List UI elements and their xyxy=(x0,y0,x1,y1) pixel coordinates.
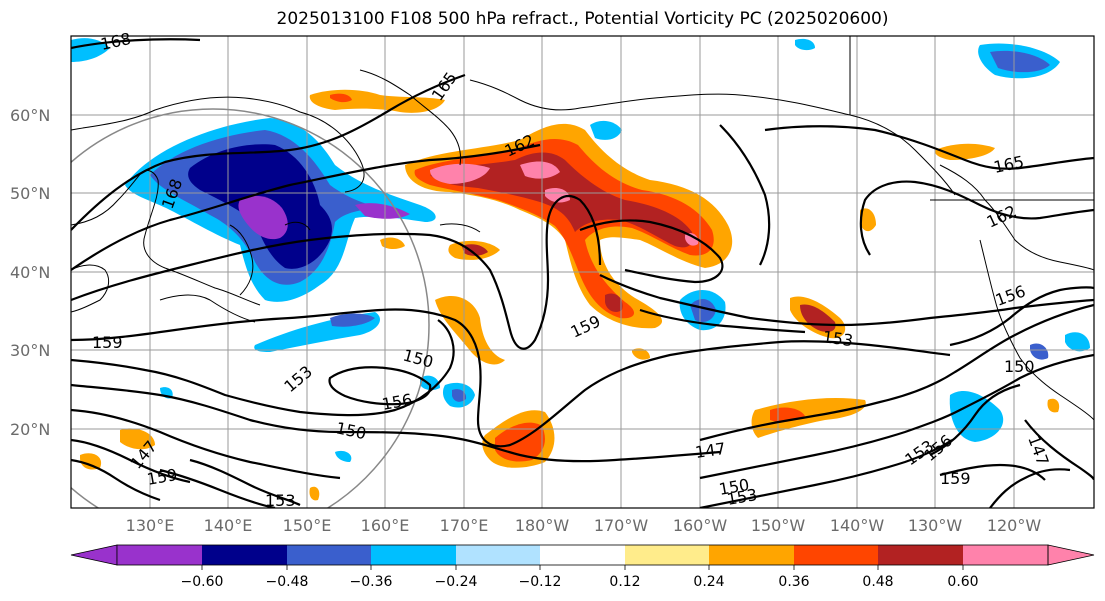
contour-label: 159 xyxy=(940,469,971,488)
lon-label: 150°W xyxy=(751,516,806,535)
colorbar-swatch xyxy=(540,545,625,565)
map-border xyxy=(70,35,1095,509)
colorbar-arrow-high xyxy=(1047,544,1095,566)
colorbar-tick-label: −0.36 xyxy=(350,574,393,590)
colorbar-swatch xyxy=(456,545,540,565)
colorbar-swatch xyxy=(878,545,963,565)
graticule xyxy=(71,36,1094,508)
colorbar-swatch xyxy=(625,545,709,565)
lon-label: 180°W xyxy=(515,516,570,535)
colorbar-tick-label: −0.60 xyxy=(181,574,224,590)
colorbar-tick-label: 0.24 xyxy=(693,574,724,590)
reference-circle xyxy=(71,108,430,508)
colorbar-swatch xyxy=(202,545,287,565)
colorbar-outline xyxy=(116,544,1049,566)
lon-label: 160°E xyxy=(361,516,410,535)
colorbar-arrow-low xyxy=(70,544,118,566)
lon-label: 170°W xyxy=(594,516,649,535)
colorbar-swatch xyxy=(287,545,371,565)
lat-label: 20°N xyxy=(10,420,50,439)
lon-label: 160°W xyxy=(673,516,728,535)
lon-label: 120°W xyxy=(987,516,1042,535)
colorbar-tick-label: −0.24 xyxy=(435,574,478,590)
contour-label: 153 xyxy=(821,327,854,350)
lat-label: 30°N xyxy=(10,341,50,360)
contour-label: 159 xyxy=(92,333,123,352)
colorbar-tick-label: 0.36 xyxy=(778,574,809,590)
height-contours xyxy=(71,38,1094,508)
lon-label: 170°E xyxy=(440,516,489,535)
contour-labels: 168 165 162 168 165 162 159 156 153 150 … xyxy=(92,29,1053,510)
lon-label: 130°E xyxy=(126,516,175,535)
lon-label: 140°E xyxy=(204,516,253,535)
colorbar-swatch xyxy=(963,545,1048,565)
lon-label: 150°E xyxy=(283,516,332,535)
contour-label: 147 xyxy=(694,439,727,462)
lon-label: 130°W xyxy=(908,516,963,535)
colorbar: −0.60 −0.48 −0.36 −0.24 −0.12 0.12 0.24 … xyxy=(70,544,1095,590)
colorbar-tick-label: 0.48 xyxy=(862,574,893,590)
lon-label: 140°W xyxy=(830,516,885,535)
latitude-labels: 60°N 50°N 40°N 30°N 20°N xyxy=(10,106,50,439)
map-title: 2025013100 F108 500 hPa refract., Potent… xyxy=(276,9,889,29)
colorbar-tick-label: 0.12 xyxy=(609,574,640,590)
colorbar-swatch xyxy=(117,545,202,565)
contour-label: 153 xyxy=(265,491,296,510)
lat-label: 50°N xyxy=(10,184,50,203)
lat-label: 60°N xyxy=(10,106,50,125)
negative-anomaly-shading xyxy=(71,38,1090,462)
lat-label: 40°N xyxy=(10,263,50,282)
contour-label: 150 xyxy=(1004,357,1035,376)
colorbar-tick-label: −0.12 xyxy=(519,574,562,590)
colorbar-swatch xyxy=(371,545,456,565)
colorbar-tick-label: 0.60 xyxy=(947,574,978,590)
longitude-labels: 130°E 140°E 150°E 160°E 170°E 180°W 170°… xyxy=(126,516,1042,535)
coastlines xyxy=(71,36,1094,421)
colorbar-swatch xyxy=(794,545,878,565)
colorbar-tick-label: −0.48 xyxy=(266,574,309,590)
colorbar-swatch xyxy=(709,545,794,565)
